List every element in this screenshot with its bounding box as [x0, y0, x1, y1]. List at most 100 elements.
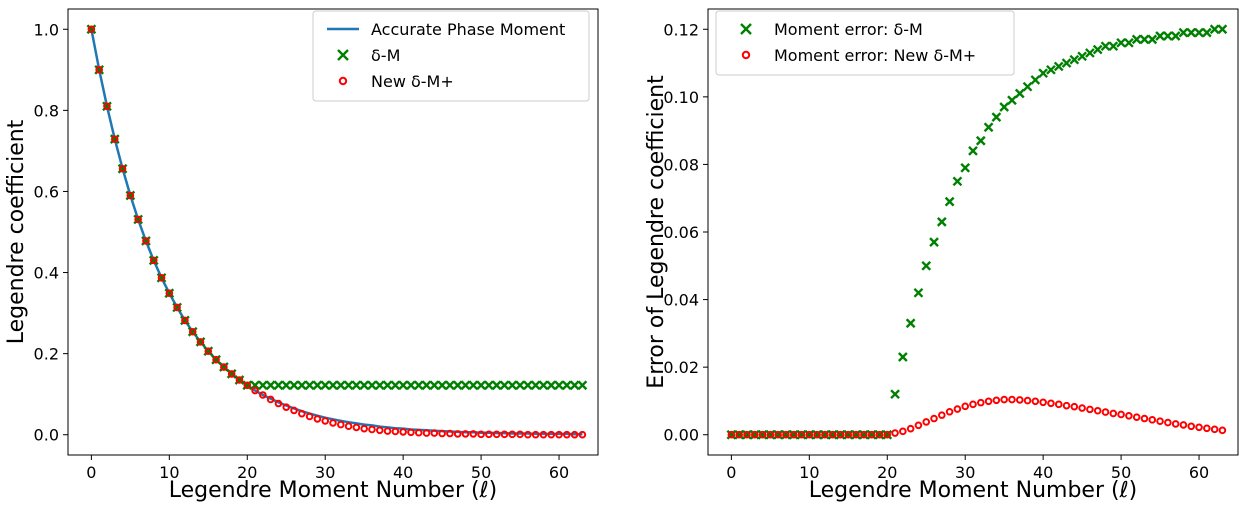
x-marker-point — [258, 380, 268, 391]
circle-marker-point — [836, 430, 845, 439]
x-marker-point — [398, 380, 408, 391]
circle-marker-point — [1054, 400, 1063, 409]
y-tick-label: 0.0 — [34, 426, 59, 445]
circle-marker-point — [1218, 426, 1227, 435]
x-marker-point — [1178, 27, 1189, 38]
x-marker-point — [975, 135, 986, 146]
circle-marker-point — [547, 430, 556, 439]
legend-label-moment-error-new-delta-m-plus: Moment error: New δ-M+ — [774, 46, 976, 65]
circle-marker-point — [1195, 423, 1203, 432]
circle-marker-point — [87, 25, 96, 34]
circle-marker-point — [821, 430, 829, 439]
x-marker-point — [1124, 37, 1134, 48]
x-marker-point — [1131, 34, 1142, 45]
circle-marker-point — [805, 430, 814, 439]
circle-marker-point — [1171, 420, 1180, 428]
circle-marker-point — [938, 411, 946, 419]
y-tick-label: 0.04 — [663, 291, 699, 310]
legend-entry-delta-m: δ-M — [337, 46, 400, 65]
y-tick-label: 0.10 — [663, 88, 699, 107]
x-marker-point — [374, 380, 385, 391]
circle-marker-point — [290, 406, 298, 415]
circle-marker-point — [1023, 396, 1032, 405]
circle-marker-point — [867, 430, 876, 439]
legend-x-marker — [337, 49, 349, 61]
circle-marker-point — [173, 303, 181, 312]
circle-marker-point — [321, 417, 330, 425]
circle-marker-point — [735, 430, 743, 439]
x-marker-point — [289, 380, 299, 391]
x-marker-point — [991, 112, 1002, 122]
x-marker-point — [1201, 27, 1212, 38]
x-marker-point — [1077, 51, 1087, 62]
circle-marker-point — [1187, 422, 1196, 431]
legend-label-new-delta-m-plus: New δ-M+ — [371, 72, 454, 91]
y-tick-label: 0.08 — [663, 155, 699, 174]
x-marker-point — [1147, 34, 1158, 45]
x-marker-point — [1186, 27, 1197, 38]
circle-marker-point — [453, 430, 462, 438]
circle-marker-point — [1039, 398, 1047, 407]
x-marker-point — [561, 380, 572, 391]
x-marker-point — [343, 380, 354, 391]
circle-marker-point — [797, 430, 806, 439]
x-marker-point — [1170, 31, 1181, 41]
legend-label-moment-error-delta-m: Moment error: δ-M — [774, 20, 923, 39]
circle-marker-point — [344, 422, 353, 431]
circle-marker-point — [774, 430, 782, 439]
x-marker-point — [1163, 31, 1173, 41]
x-marker-point — [983, 122, 994, 133]
circle-marker-point — [282, 403, 291, 411]
circle-marker-point — [899, 427, 907, 436]
x-marker-point — [437, 380, 447, 391]
circle-marker-point — [782, 430, 790, 439]
circle-marker-point — [220, 363, 228, 371]
x-marker-point — [351, 380, 362, 391]
x-marker-point — [1038, 68, 1048, 79]
legend-label-accurate-phase-moment: Accurate Phase Moment — [371, 20, 565, 39]
x-marker-point — [538, 380, 549, 391]
circle-marker-point — [196, 338, 205, 346]
legend-circle-marker — [741, 50, 751, 60]
x-marker-point — [1061, 58, 1072, 68]
circle-marker-point — [508, 430, 517, 439]
left-legend-box — [312, 10, 590, 102]
circle-marker-point — [1000, 395, 1008, 404]
circle-marker-point — [984, 397, 993, 406]
x-tick-label: 30 — [315, 463, 335, 482]
circle-marker-point — [165, 289, 174, 298]
x-marker-point — [905, 318, 916, 329]
left-chart-marks — [86, 24, 588, 439]
x-marker-point — [913, 287, 924, 298]
x-marker-point — [1209, 24, 1220, 35]
circle-marker-point — [992, 396, 1001, 405]
x-marker-point — [1217, 24, 1228, 35]
x-marker-point — [1139, 34, 1150, 45]
x-marker-point — [999, 102, 1010, 112]
circle-marker-point — [813, 430, 821, 439]
x-marker-point — [265, 380, 276, 391]
right-chart-panel: 0 10 20 30 40 50 60 0.000.020.040.060.080.100.… — [644, 8, 1239, 503]
circle-marker-point — [243, 381, 252, 390]
circle-marker-point — [266, 395, 275, 404]
x-marker-point — [1100, 41, 1111, 52]
legend-entry-new-delta-m-plus: New δ-M+ — [338, 72, 454, 91]
circle-marker-point — [1070, 402, 1079, 411]
circle-marker-point — [399, 428, 407, 436]
circle-marker-point — [212, 355, 220, 364]
y-tick-label: 0.8 — [34, 101, 59, 120]
circle-marker-point — [961, 402, 970, 411]
x-tick-label: 0 — [86, 463, 96, 482]
y-tick-label: 0.06 — [663, 223, 699, 242]
x-marker-point — [546, 380, 557, 391]
circle-marker-point — [1117, 410, 1125, 419]
circle-marker-point — [430, 429, 439, 437]
legend-entry-moment-error-delta-m: Moment error: δ-M — [740, 20, 923, 39]
x-marker-point — [890, 389, 900, 400]
circle-marker-point — [1164, 418, 1172, 427]
circle-marker-point — [891, 429, 899, 437]
x-marker-point — [1014, 88, 1025, 99]
x-tick-label: 20 — [877, 463, 897, 482]
x-tick-label: 30 — [955, 463, 975, 482]
